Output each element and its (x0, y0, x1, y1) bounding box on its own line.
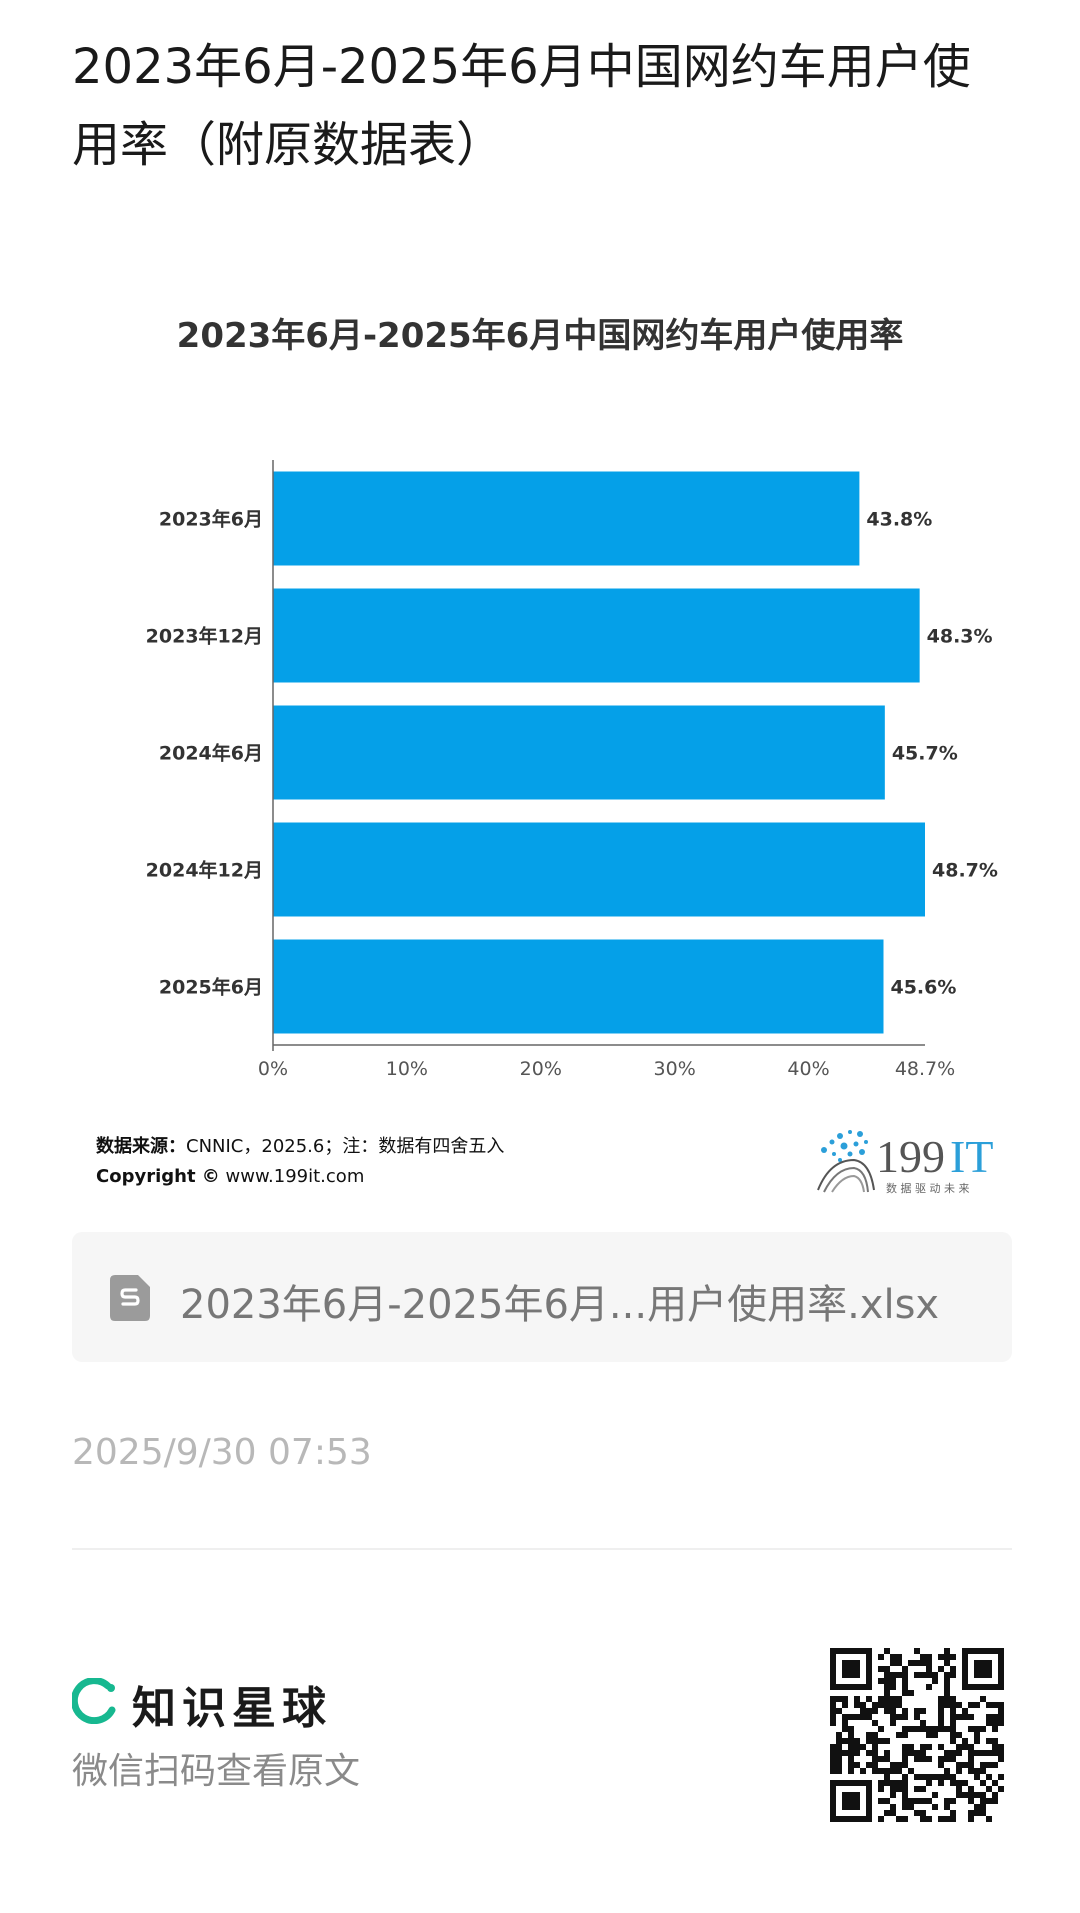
x-tick-label: 20% (520, 1058, 562, 1080)
file-name: 2023年6月-2025年6月...用户使用率.xlsx (180, 1282, 940, 1328)
bar (273, 471, 860, 566)
divider (72, 1548, 1012, 1550)
brand-name: 知识星球 (132, 1683, 332, 1734)
zsxq-logo-icon (72, 1678, 116, 1724)
page-title: 2023年6月-2025年6月中国网约车用户使用率（附原数据表） (72, 39, 971, 173)
spreadsheet-file-icon (110, 1275, 150, 1321)
x-tick-label: 10% (386, 1058, 428, 1080)
x-tick-label: 40% (787, 1058, 829, 1080)
data-label: 48.3% (927, 626, 993, 648)
category-label: 2024年12月 (146, 859, 263, 882)
qr-code-icon (830, 1648, 1004, 1822)
footnote: 数据来源：CNNIC，2025.6；注：数据有四舍五入 Copyright © … (96, 1132, 504, 1192)
source-text: CNNIC，2025.6；注：数据有四舍五入 (186, 1136, 505, 1157)
logo-tagline: 数 据 驱 动 未 来 (886, 1181, 969, 1195)
x-tick-label: 0% (258, 1058, 288, 1080)
file-attachment-card[interactable]: 2023年6月-2025年6月...用户使用率.xlsx (72, 1232, 1012, 1362)
logo-digits: 199 (876, 1131, 945, 1182)
data-label: 45.6% (890, 977, 956, 999)
brand-subtitle: 微信扫码查看原文 (72, 1751, 361, 1792)
copyright-label: Copyright © (96, 1166, 220, 1187)
category-label: 2023年6月 (159, 508, 263, 531)
data-label: 48.7% (932, 860, 998, 882)
bar (273, 588, 920, 683)
bar (273, 705, 885, 800)
logo-letters: IT (950, 1131, 993, 1182)
x-tick-label: 48.7% (895, 1058, 955, 1080)
copyright-text: www.199it.com (219, 1166, 365, 1187)
category-label: 2023年12月 (146, 625, 263, 648)
x-tick-label: 30% (654, 1058, 696, 1080)
chart-title: 2023年6月-2025年6月中国网约车用户使用率 (176, 316, 904, 356)
bar-chart: 2023年6月 43.8% 2023年12月 48.3% 2024年6月 45.7% 202… (146, 460, 998, 1080)
data-label: 45.7% (892, 743, 958, 765)
category-label: 2025年6月 (159, 976, 263, 999)
source-label: 数据来源： (96, 1136, 186, 1157)
bar (273, 939, 884, 1034)
category-label: 2024年6月 (159, 742, 263, 765)
timestamp: 2025/9/30 07:53 (72, 1432, 372, 1473)
199it-logo: 199 IT 数 据 驱 动 未 来 (817, 1130, 993, 1195)
data-label: 43.8% (866, 509, 932, 531)
bar (273, 822, 925, 917)
